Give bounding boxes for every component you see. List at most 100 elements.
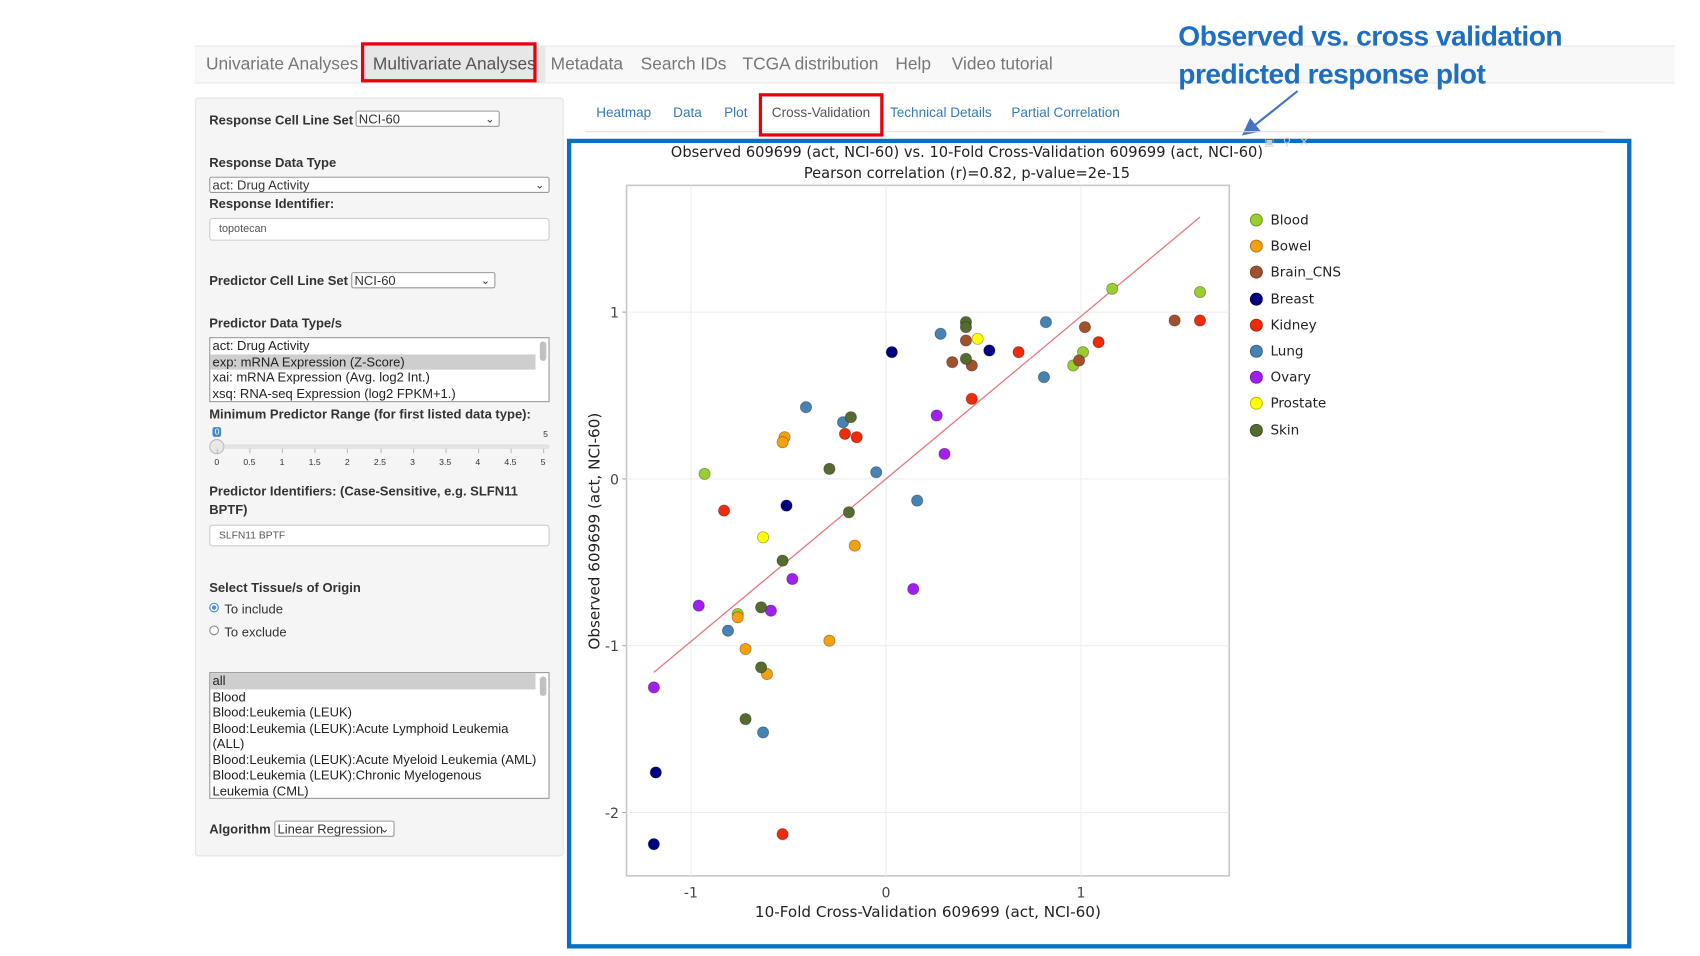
tab-partial-correlation[interactable]: Partial Correlation xyxy=(1011,105,1120,121)
data-point-lung xyxy=(1037,371,1051,384)
tab-technical-details[interactable]: Technical Details xyxy=(889,105,992,121)
listbox-option[interactable]: Blood:Leukemia (LEUK):Chronic Myelogenou… xyxy=(212,767,482,799)
slider-tick xyxy=(216,448,218,454)
listbox-option[interactable]: Blood:Leukemia (LEUK):Acute Lymphoid Leu… xyxy=(212,720,509,752)
data-point-ovary xyxy=(692,599,705,612)
legend-marker-icon xyxy=(1249,266,1263,280)
tissue-origin-label: Select Tissue/s of Origin xyxy=(209,579,361,596)
data-point-lung xyxy=(757,726,770,739)
legend-label: Bowel xyxy=(1270,237,1312,254)
legend-label: Brain_CNS xyxy=(1270,263,1341,281)
x-tick-label: 1 xyxy=(1077,886,1086,902)
radio-to-include[interactable]: To include xyxy=(209,602,283,617)
data-point-skin xyxy=(755,601,768,614)
nav-tcga-distribution[interactable]: TCGA distribution xyxy=(742,55,879,74)
data-point-bowel xyxy=(731,611,744,624)
predictor-data-types-label: Predictor Data Type/s xyxy=(209,315,342,331)
nav-help[interactable]: Help xyxy=(895,55,932,74)
response-data-type-label: Response Data Type xyxy=(209,155,337,171)
slider-tick xyxy=(249,448,251,454)
data-point-brain-cns xyxy=(1078,321,1091,334)
data-point-kidney xyxy=(850,431,863,444)
listbox-option[interactable]: Blood xyxy=(212,688,246,705)
reset-icon[interactable]: ✕ xyxy=(1299,136,1318,149)
listbox-option-selected[interactable]: all xyxy=(210,673,536,689)
plot-area xyxy=(625,184,1231,877)
data-point-lung xyxy=(934,327,947,340)
scrollbar[interactable] xyxy=(539,676,547,696)
data-point-lung xyxy=(799,401,813,414)
tab-data[interactable]: Data xyxy=(673,105,702,121)
annotation-arrow-icon xyxy=(1241,90,1299,136)
data-point-kidney xyxy=(718,504,731,517)
nav-metadata[interactable]: Metadata xyxy=(550,55,623,74)
listbox-option[interactable]: xsq: RNA-seq Expression (log2 FPKM+1.) xyxy=(212,385,456,401)
legend-label: Skin xyxy=(1270,421,1300,438)
legend-label: Kidney xyxy=(1270,316,1317,333)
data-point-ovary xyxy=(930,409,943,422)
camera-icon[interactable]: ▣ xyxy=(1263,136,1283,149)
data-point-brain-cns xyxy=(946,356,959,369)
slider-tick-label: 2 xyxy=(344,457,350,468)
data-point-bowel xyxy=(848,539,861,552)
slider-tick-label: 1 xyxy=(279,457,285,468)
tab-plot[interactable]: Plot xyxy=(724,105,748,121)
response-identifier-input[interactable]: topotecan xyxy=(209,217,550,241)
chevron-down-icon: ⌄ xyxy=(535,179,545,192)
legend-label: Ovary xyxy=(1270,368,1312,386)
algorithm-select[interactable]: Linear Regression ⌄ xyxy=(274,820,395,837)
nav-multivariate-analyses[interactable]: Multivariate Analyses xyxy=(363,46,546,83)
legend-marker-icon xyxy=(1249,292,1263,306)
data-point-skin xyxy=(739,713,752,726)
predictor-cell-line-set-select[interactable]: NCI-60 ⌄ xyxy=(351,272,496,289)
slider-value-badge: 0 xyxy=(212,427,222,437)
min-predictor-range-label: Minimum Predictor Range (for first liste… xyxy=(209,406,531,422)
slider-tick xyxy=(379,448,382,454)
response-cell-line-set-select[interactable]: NCI-60 ⌄ xyxy=(355,110,500,127)
data-point-lung xyxy=(721,624,735,637)
slider-tick-label: 4 xyxy=(475,457,481,468)
predictor-identifiers-input[interactable]: SLFN11 BPTF xyxy=(209,524,550,547)
listbox-option[interactable]: xai: mRNA Expression (Avg. log2 Int.) xyxy=(212,369,430,385)
nav-univariate-analyses[interactable]: Univariate Analyses xyxy=(205,55,359,74)
legend-marker-icon xyxy=(1249,213,1263,227)
listbox-option[interactable]: Blood:Leukemia (LEUK):Acute Myeloid Leuk… xyxy=(212,751,537,767)
select-value: Linear Regression xyxy=(277,821,384,837)
slider-tick xyxy=(445,448,447,454)
slider-max-label: 5 xyxy=(543,429,548,440)
data-point-ovary xyxy=(907,582,920,596)
legend-marker-icon xyxy=(1249,318,1263,332)
zoom-icon[interactable]: ⚲ xyxy=(1282,136,1300,149)
listbox-option[interactable]: act: Drug Activity xyxy=(212,338,310,354)
predictor-data-types-listbox[interactable]: act: Drug Activity exp: mRNA Expression … xyxy=(209,337,550,403)
radio-to-exclude[interactable]: To exclude xyxy=(209,624,287,640)
legend-label: Prostate xyxy=(1270,394,1327,412)
nav-search-ids[interactable]: Search IDs xyxy=(640,55,727,74)
slider-handle[interactable] xyxy=(209,439,225,455)
data-point-prostate xyxy=(971,332,984,345)
scrollbar[interactable] xyxy=(539,341,547,361)
tab-cross-validation[interactable]: Cross-Validation xyxy=(771,105,871,121)
data-point-skin xyxy=(776,554,789,567)
plot-modebar[interactable]: ▣⚲✕ xyxy=(1264,137,1317,149)
listbox-option[interactable]: Blood:Leukemia (LEUK) xyxy=(212,704,353,720)
data-point-skin xyxy=(959,352,973,365)
slider-tick xyxy=(347,448,349,454)
data-point-kidney xyxy=(965,392,978,405)
response-data-type-select[interactable]: act: Drug Activity ⌄ xyxy=(209,176,550,193)
data-point-blood xyxy=(698,467,711,480)
data-point-breast xyxy=(885,346,898,359)
listbox-option-selected[interactable]: exp: mRNA Expression (Z-Score) xyxy=(210,353,536,370)
tab-heatmap[interactable]: Heatmap xyxy=(596,105,652,121)
tabs-divider xyxy=(585,131,1605,133)
data-point-kidney xyxy=(1193,314,1207,327)
nav-video-tutorial[interactable]: Video tutorial xyxy=(951,55,1053,74)
data-point-kidney xyxy=(776,828,789,841)
slider-tick xyxy=(282,448,284,454)
data-point-ovary xyxy=(786,572,799,586)
chevron-down-icon: ⌄ xyxy=(480,275,490,288)
radio-label: To include xyxy=(224,601,283,617)
tissue-origin-listbox[interactable]: all Blood Blood:Leukemia (LEUK) Blood:Le… xyxy=(209,672,550,799)
slider-tick-label: 3.5 xyxy=(439,457,452,468)
data-point-brain-cns xyxy=(959,334,973,347)
